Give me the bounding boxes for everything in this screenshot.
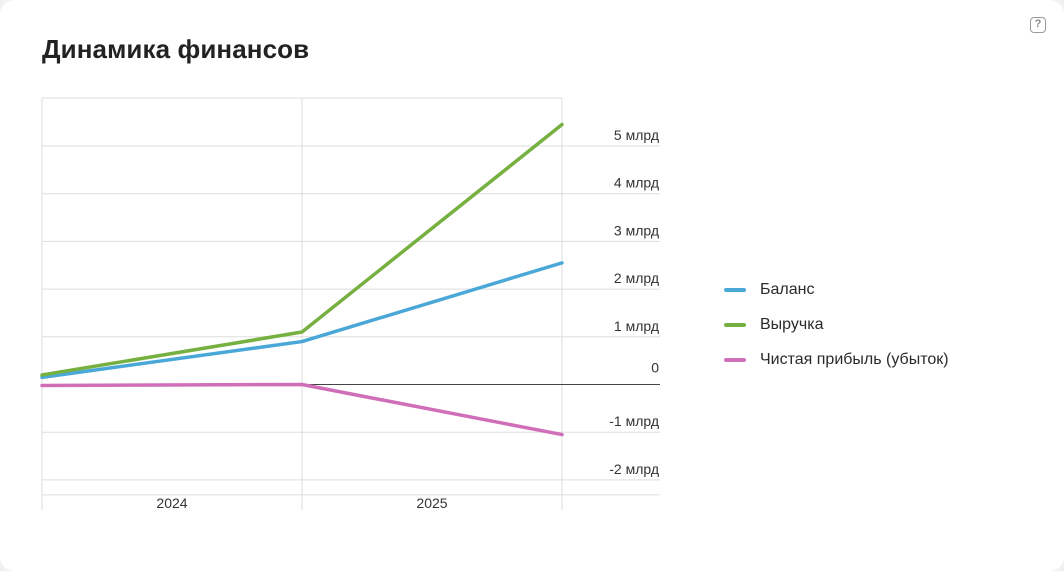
chart-legend: Баланс Выручка Чистая прибыль (убыток) bbox=[724, 272, 949, 377]
x-tick-label: 2024 bbox=[156, 495, 187, 511]
y-tick-label: 4 млрд bbox=[614, 175, 659, 191]
legend-swatch bbox=[724, 322, 746, 327]
y-tick-label: 5 млрд bbox=[614, 127, 659, 143]
legend-swatch bbox=[724, 287, 746, 292]
y-tick-label: -2 млрд bbox=[609, 461, 659, 477]
legend-swatch bbox=[724, 357, 746, 362]
y-tick-label: 0 bbox=[651, 360, 659, 376]
y-tick-label: 3 млрд bbox=[614, 222, 659, 238]
legend-label: Выручка bbox=[760, 315, 824, 333]
series-line-2 bbox=[40, 382, 564, 437]
x-tick-label: 2025 bbox=[416, 495, 447, 511]
question-icon[interactable]: ? bbox=[1030, 17, 1046, 33]
series-line-0 bbox=[40, 261, 564, 380]
legend-item[interactable]: Выручка bbox=[724, 307, 949, 342]
legend-item[interactable]: Баланс bbox=[724, 272, 949, 307]
legend-label: Баланс bbox=[760, 280, 815, 298]
y-tick-label: 1 млрд bbox=[614, 318, 659, 334]
series-line-1 bbox=[40, 122, 564, 377]
y-tick-label: 2 млрд bbox=[614, 270, 659, 286]
legend-label: Чистая прибыль (убыток) bbox=[760, 350, 949, 368]
page-title: Динамика финансов bbox=[42, 34, 310, 64]
y-tick-label: -1 млрд bbox=[609, 413, 659, 429]
legend-item[interactable]: Чистая прибыль (убыток) bbox=[724, 342, 949, 377]
